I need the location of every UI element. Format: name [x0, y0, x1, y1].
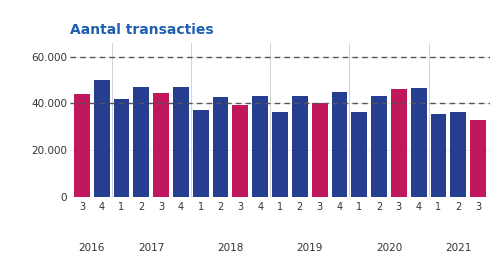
Bar	[411, 88, 426, 197]
Bar	[332, 92, 347, 197]
Bar	[94, 80, 110, 197]
Bar	[450, 111, 466, 197]
Bar	[272, 111, 288, 197]
Bar	[391, 89, 407, 197]
Bar	[371, 96, 387, 197]
Bar	[430, 114, 446, 197]
Bar	[74, 94, 90, 197]
Bar	[173, 87, 189, 197]
Bar	[292, 96, 308, 197]
Bar	[352, 111, 367, 197]
Text: Aantal transacties: Aantal transacties	[70, 23, 214, 37]
Bar	[252, 96, 268, 197]
Text: 2020: 2020	[376, 243, 402, 253]
Text: 2017: 2017	[138, 243, 164, 253]
Bar	[212, 98, 228, 197]
Text: 2021: 2021	[445, 243, 471, 253]
Text: 2018: 2018	[218, 243, 244, 253]
Bar	[193, 110, 208, 197]
Bar	[470, 120, 486, 197]
Bar	[232, 105, 248, 197]
Text: 2019: 2019	[296, 243, 323, 253]
Bar	[134, 87, 149, 197]
Bar	[153, 93, 169, 197]
Bar	[114, 99, 130, 197]
Text: 2016: 2016	[78, 243, 105, 253]
Bar	[312, 103, 328, 197]
